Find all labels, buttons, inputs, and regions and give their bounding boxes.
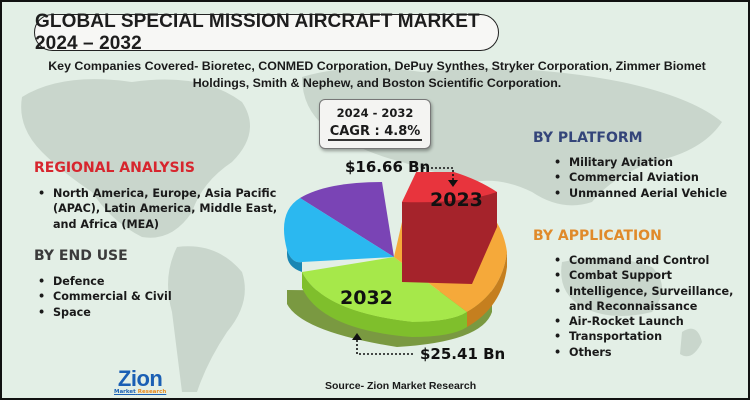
application-item: Others	[550, 345, 748, 361]
value-2023: $16.66 Bn	[345, 158, 431, 176]
key-companies: Key Companies Covered- Bioretec, CONMED …	[2, 58, 748, 92]
application-title: BY APPLICATION	[533, 228, 662, 244]
regional-item: North America, Europe, Asia Pacific (APA…	[34, 186, 284, 232]
application-item: Air-Rocket Launch	[550, 314, 748, 330]
platform-list: Military Aviation Commercial Aviation Un…	[550, 155, 727, 201]
logo-wordmark: Zion	[117, 366, 163, 391]
pie-slice-green-2032	[302, 257, 467, 322]
value-2032: $25.41 Bn	[420, 345, 506, 363]
platform-item: Commercial Aviation	[550, 170, 727, 186]
end-use-item: Defence	[34, 274, 172, 290]
cagr-value: CAGR : 4.8%	[327, 124, 423, 141]
regional-list: North America, Europe, Asia Pacific (APA…	[34, 186, 284, 232]
pie-slice-purple	[300, 182, 394, 257]
logo-subtitle: Market Research	[114, 389, 167, 395]
pie-slice-blue	[283, 198, 394, 263]
platform-title: BY PLATFORM	[533, 130, 643, 146]
regional-analysis-title: REGIONAL ANALYSIS	[34, 160, 195, 176]
page-title: GLOBAL SPECIAL MISSION AIRCRAFT MARKET 2…	[35, 10, 480, 54]
source-text: Source- Zion Market Research	[325, 380, 477, 392]
companies-line-2: Holdings, Smith & Nephew, and Boston Sci…	[192, 76, 562, 90]
cagr-box: 2024 - 2032 CAGR : 4.8%	[319, 99, 431, 149]
pie-chart: 2023 2032	[283, 172, 507, 347]
end-use-item: Commercial & Civil	[34, 289, 172, 305]
application-list: Command and Control Combat Support Intel…	[550, 253, 748, 361]
zion-logo: Zion Market Research	[114, 366, 167, 396]
pie-label-2032: 2032	[340, 287, 393, 309]
end-use-item: Space	[34, 305, 172, 321]
pie-label-2023: 2023	[430, 189, 483, 211]
platform-item: Unmanned Aerial Vehicle	[550, 186, 727, 202]
application-item: Combat Support	[550, 268, 748, 284]
end-use-title: BY END USE	[34, 248, 128, 264]
application-item: Transportation	[550, 329, 748, 345]
platform-item: Military Aviation	[550, 155, 727, 171]
title-banner: GLOBAL SPECIAL MISSION AIRCRAFT MARKET 2…	[34, 11, 499, 54]
application-item: Intelligence, Surveillance, and Reconnai…	[550, 284, 748, 315]
companies-line-1: Key Companies Covered- Bioretec, CONMED …	[48, 59, 706, 73]
forecast-period: 2024 - 2032	[336, 106, 414, 120]
application-item: Command and Control	[550, 253, 748, 269]
end-use-list: Defence Commercial & Civil Space	[34, 274, 172, 320]
